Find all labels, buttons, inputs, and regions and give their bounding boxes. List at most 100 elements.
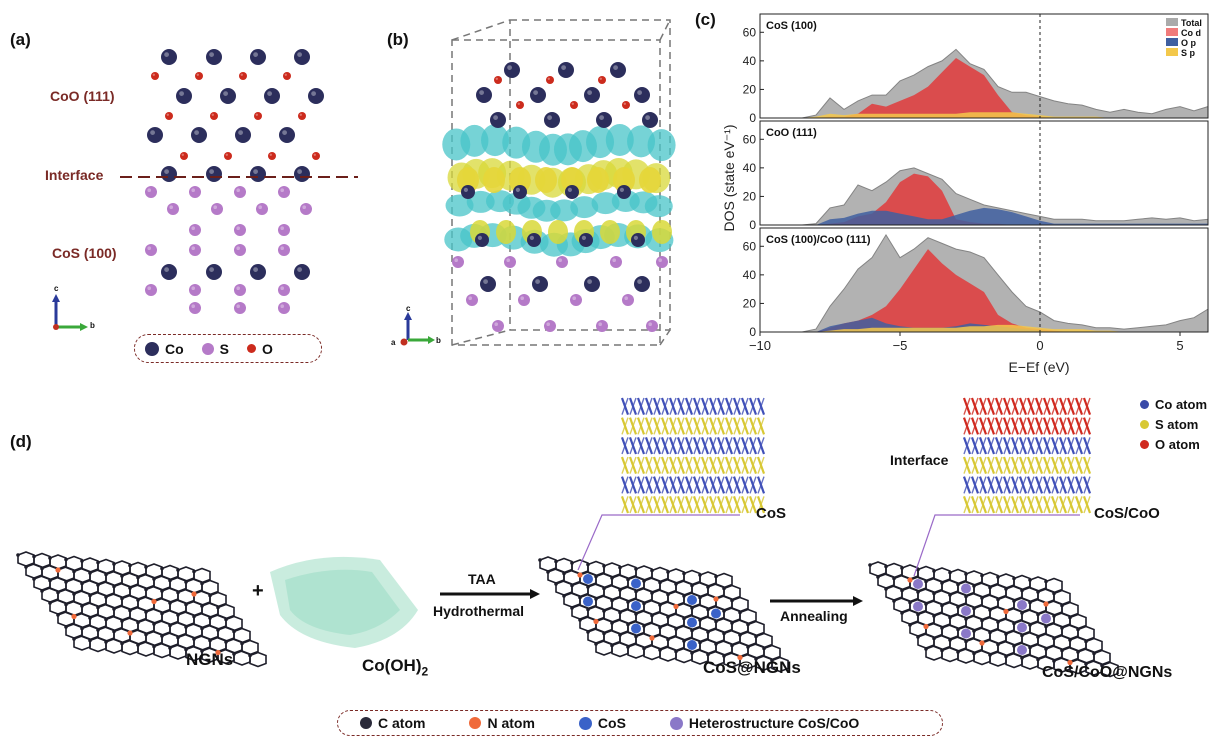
s-atom	[234, 244, 246, 256]
taa-label: TAA	[468, 571, 496, 587]
d-interface-label: Interface	[890, 452, 949, 468]
co-atom	[206, 49, 222, 65]
charge-density-isosurface	[570, 196, 599, 219]
y-tick-label: 40	[743, 161, 757, 175]
heterostructure-particle	[1017, 622, 1027, 633]
co-atom	[191, 127, 207, 143]
co-atom	[634, 87, 650, 103]
dos-panel-frame	[759, 13, 1209, 119]
n-atom	[907, 577, 913, 583]
s-atom	[492, 320, 504, 332]
annealing-label: Annealing	[780, 608, 848, 624]
co-atom	[532, 276, 548, 292]
charge-accumulation	[600, 220, 620, 244]
plus-sign: +	[252, 580, 264, 602]
dos-area-total	[760, 233, 1209, 333]
c-atom-icon	[360, 717, 372, 729]
heterostructure-particle	[913, 601, 923, 612]
cos-particle	[631, 578, 641, 589]
legend-label: S p	[1181, 48, 1196, 58]
interface-label: Interface	[45, 167, 104, 183]
charge-accumulation	[561, 167, 583, 193]
dos-panel-1: 0 20 40 60 CoS (100)	[743, 13, 1209, 125]
cos-particle	[687, 640, 697, 650]
charge-accumulation	[509, 167, 531, 193]
cos-particle	[687, 617, 697, 628]
co-atom	[250, 49, 266, 65]
co-atom	[294, 166, 310, 182]
o-atom	[283, 72, 291, 80]
o-atom	[165, 112, 173, 120]
dos-area-co-d	[760, 58, 1208, 118]
n-atom	[71, 613, 77, 620]
o-atom	[254, 112, 262, 120]
co-atom	[584, 87, 600, 103]
co-atom	[250, 264, 266, 280]
charge-density-isosurface	[644, 195, 673, 218]
dos-panel-title: CoS (100)	[766, 20, 817, 32]
s-atom	[234, 224, 246, 236]
charge-density-isosurface	[605, 124, 634, 157]
y-tick-label: 20	[743, 189, 757, 203]
n-atom	[1067, 659, 1073, 666]
s-atom	[189, 284, 201, 296]
co-atom	[161, 49, 177, 65]
charge-accumulation	[535, 167, 557, 193]
o-atom-icon	[247, 344, 257, 353]
panel-d-scheme	[16, 397, 1119, 678]
n-atom	[55, 567, 61, 573]
cos-legend: CoS	[578, 715, 626, 731]
s-atom	[234, 186, 246, 198]
panel-a-label: (a)	[10, 30, 31, 49]
n-atom-legend: N atom	[469, 715, 535, 731]
s-atom	[145, 284, 157, 296]
y-tick-label: 20	[743, 296, 757, 310]
n-atom	[923, 623, 929, 630]
dos-panel-title: CoO (111)	[766, 127, 817, 139]
o-atom	[195, 72, 203, 80]
cos-particle	[631, 601, 641, 611]
s-atom	[278, 224, 290, 236]
o-atom	[210, 112, 218, 120]
co-atom	[579, 233, 593, 247]
axis-c-label: c	[54, 284, 59, 293]
panel-b-charge-density	[400, 19, 676, 346]
n-atom	[649, 635, 655, 641]
hetero-particle-icon	[669, 716, 683, 730]
legend-swatch	[1166, 38, 1178, 46]
co-atom	[475, 233, 489, 247]
panel-c-label: (c)	[695, 10, 716, 29]
s-atom	[570, 294, 582, 306]
co-atom	[513, 185, 527, 199]
n-atom	[593, 618, 599, 625]
co-atom	[610, 62, 626, 78]
legend-swatch	[1166, 18, 1178, 26]
co-atom	[206, 166, 222, 182]
heterostructure-particle	[961, 583, 971, 594]
legend-label: Total	[1181, 18, 1202, 28]
y-tick-label: 0	[749, 111, 756, 125]
o-atom	[151, 72, 159, 80]
co-atom	[596, 112, 612, 128]
charge-accumulation	[587, 167, 609, 193]
dos-area-s-p	[760, 112, 1208, 118]
o-atom	[239, 72, 247, 80]
cosco-ngns-sheet	[868, 561, 1119, 678]
co-atom	[530, 87, 546, 103]
y-tick-label: 60	[743, 132, 757, 146]
co-atom	[279, 127, 295, 143]
cos-particle	[631, 623, 641, 634]
dos-panel-frame	[759, 227, 1209, 333]
s-atom	[596, 320, 608, 332]
co-atom	[584, 276, 600, 292]
c-atom-legend: C atom	[360, 715, 425, 731]
legend-co: Co	[145, 341, 184, 357]
s-atom-icon	[201, 342, 214, 355]
s-atom	[466, 294, 478, 306]
s-atom	[646, 320, 658, 332]
s-atom	[622, 294, 634, 306]
dos-panel-frame	[759, 120, 1209, 226]
legend-o: O	[247, 341, 273, 357]
s-atom	[189, 224, 201, 236]
